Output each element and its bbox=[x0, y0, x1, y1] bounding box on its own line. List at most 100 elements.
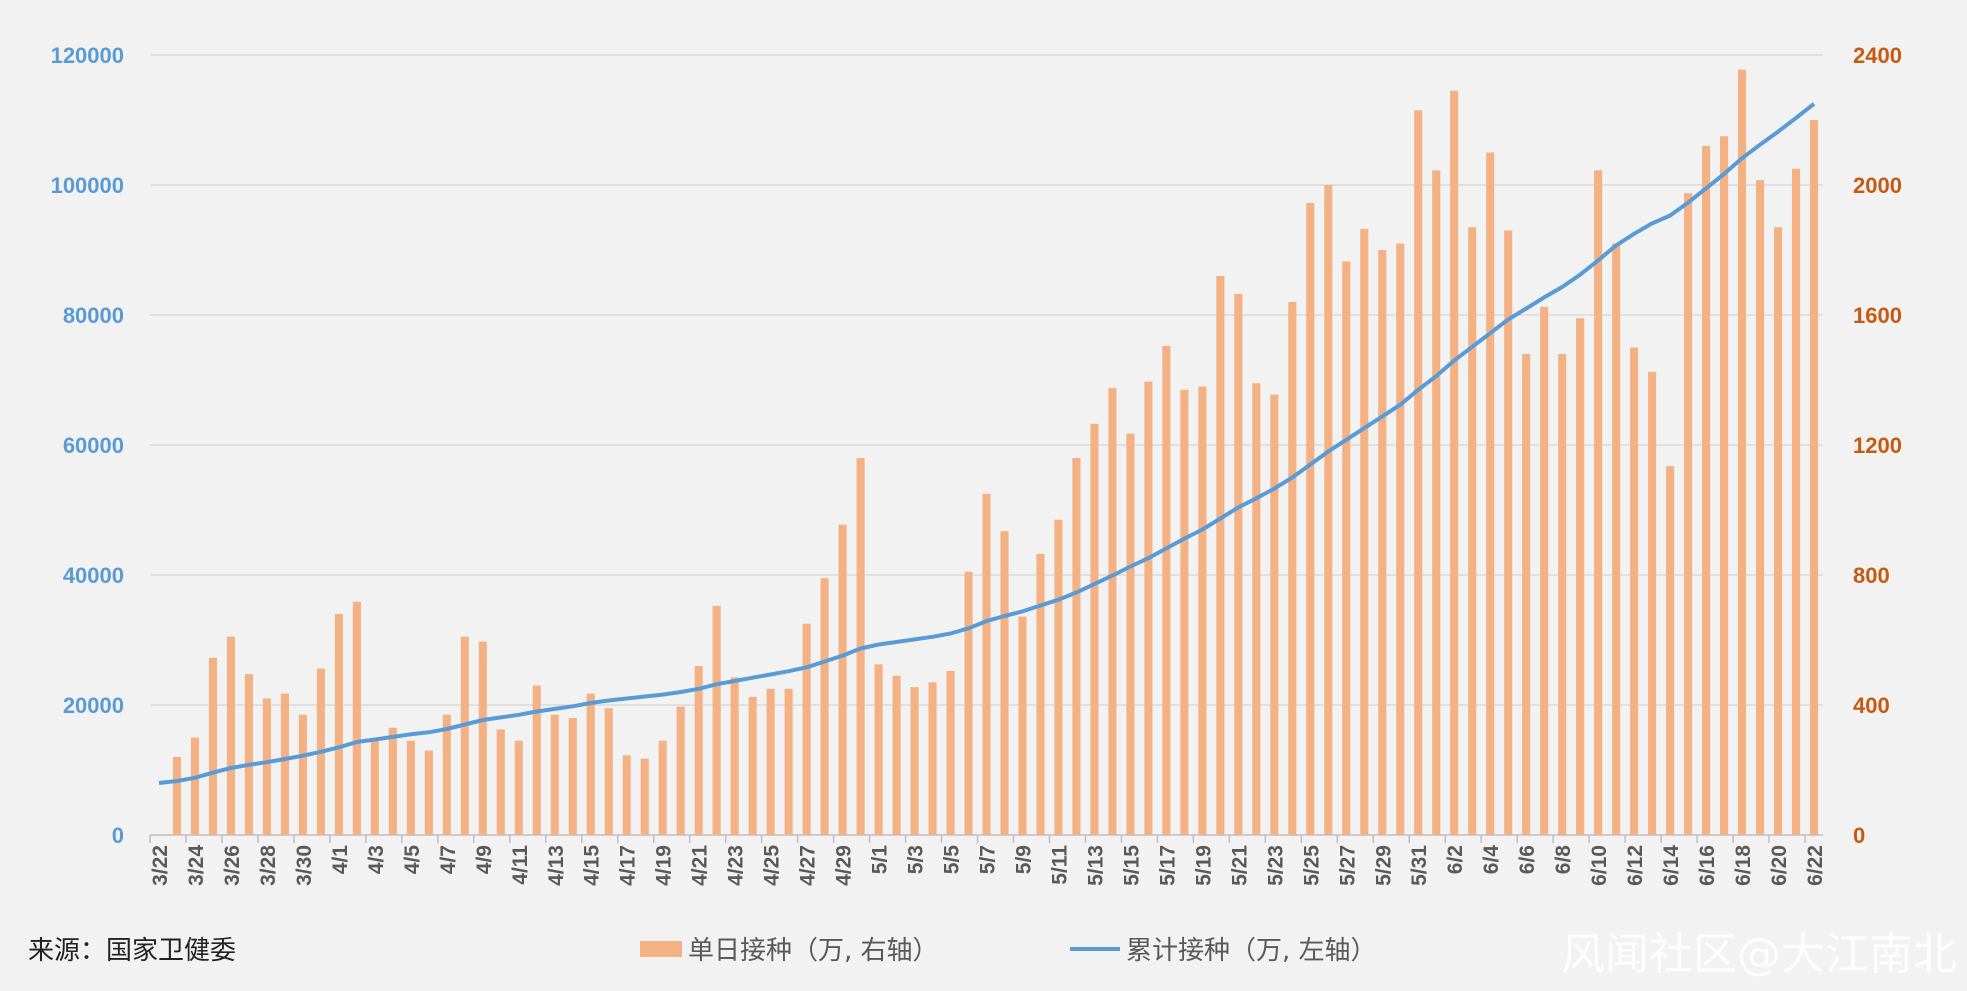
daily-bar bbox=[1773, 227, 1783, 835]
y-right-tick-label: 2400 bbox=[1853, 43, 1902, 68]
source-note: 来源：国家卫健委 bbox=[28, 936, 237, 966]
x-tick-label: 5/7 bbox=[977, 845, 1000, 874]
daily-bar bbox=[910, 687, 919, 835]
legend-line-entry: 累计接种（万, 左轴） bbox=[1070, 930, 1377, 967]
daily-bar bbox=[1324, 185, 1333, 835]
daily-bar bbox=[208, 657, 218, 835]
daily-bar bbox=[1522, 354, 1531, 835]
y-right-tick-label: 2000 bbox=[1853, 173, 1902, 198]
x-tick-label: 3/22 bbox=[149, 845, 172, 886]
daily-bar bbox=[640, 758, 649, 835]
daily-bar bbox=[622, 755, 631, 835]
daily-bar bbox=[784, 688, 793, 835]
daily-bar bbox=[730, 677, 739, 835]
x-tick-label: 5/31 bbox=[1408, 845, 1431, 886]
daily-bar bbox=[190, 737, 200, 835]
daily-bar bbox=[1342, 261, 1351, 835]
daily-bar bbox=[892, 675, 901, 835]
daily-bar bbox=[946, 670, 955, 835]
axes: 0 20000 40000 60000 80000 100000 120000 0 400 800… bbox=[51, 43, 1902, 886]
daily-bar bbox=[1450, 90, 1459, 835]
x-tick-label: 4/11 bbox=[509, 845, 532, 885]
x-tick-label: 5/17 bbox=[1156, 845, 1179, 886]
y-right-tick-label: 1200 bbox=[1853, 433, 1902, 458]
x-tick-label: 4/21 bbox=[689, 845, 712, 886]
daily-bar bbox=[1144, 381, 1153, 835]
daily-bar bbox=[514, 740, 523, 835]
daily-bar bbox=[748, 696, 757, 835]
daily-bar bbox=[964, 571, 973, 835]
x-tick-label: 5/21 bbox=[1228, 845, 1251, 886]
daily-bar bbox=[1108, 388, 1117, 835]
daily-bar bbox=[928, 682, 937, 835]
daily-bar bbox=[1360, 228, 1369, 835]
daily-bar bbox=[1072, 458, 1081, 835]
daily-bar bbox=[1702, 146, 1711, 835]
daily-bar bbox=[1594, 170, 1603, 835]
x-tick-label: 4/1 bbox=[329, 845, 352, 875]
x-tick-label: 5/23 bbox=[1264, 845, 1287, 886]
daily-bar bbox=[352, 601, 361, 835]
daily-bar bbox=[1126, 433, 1135, 835]
y-left-tick-label: 120000 bbox=[51, 43, 124, 68]
x-tick-label: 3/28 bbox=[257, 845, 280, 886]
daily-bar bbox=[1809, 120, 1819, 835]
daily-bar bbox=[874, 664, 883, 835]
daily-bar bbox=[1666, 466, 1675, 835]
x-tick-label: 6/20 bbox=[1768, 845, 1791, 886]
daily-bar bbox=[586, 693, 595, 835]
daily-bar bbox=[1486, 152, 1495, 835]
daily-bar bbox=[370, 740, 379, 835]
daily-bar bbox=[298, 714, 307, 835]
daily-bar bbox=[1414, 110, 1423, 835]
daily-bar bbox=[1054, 519, 1063, 835]
daily-bar bbox=[460, 636, 469, 835]
daily-bar bbox=[244, 674, 253, 835]
daily-bar bbox=[712, 605, 721, 835]
cumulative-line-path bbox=[158, 102, 1816, 785]
daily-bar bbox=[1378, 250, 1387, 835]
y-left-tick-label: 0 bbox=[112, 823, 124, 848]
x-tick-label: 5/3 bbox=[905, 845, 928, 874]
daily-bar bbox=[1648, 371, 1657, 835]
daily-bar bbox=[1288, 302, 1297, 835]
x-tick-label: 6/8 bbox=[1552, 845, 1575, 875]
daily-bar bbox=[280, 693, 289, 835]
daily-bar bbox=[1791, 168, 1801, 835]
daily-bar bbox=[1432, 170, 1441, 835]
daily-bar bbox=[1018, 616, 1027, 835]
daily-bar bbox=[1630, 347, 1639, 835]
y-left-tick-label: 60000 bbox=[63, 433, 124, 458]
x-tick-label: 4/17 bbox=[617, 845, 640, 886]
daily-bar bbox=[1306, 202, 1315, 835]
daily-bar bbox=[1198, 386, 1207, 835]
cumulative-line bbox=[158, 102, 1816, 785]
x-tick-label: 4/27 bbox=[797, 845, 820, 886]
x-tick-label: 5/5 bbox=[941, 845, 964, 875]
legend-line-label: 累计接种（万, 左轴） bbox=[1126, 936, 1377, 966]
x-tick-label: 6/22 bbox=[1804, 845, 1827, 886]
x-tick-label: 5/29 bbox=[1372, 845, 1395, 886]
daily-bar bbox=[262, 698, 271, 835]
daily-bar bbox=[1396, 243, 1405, 835]
daily-bar bbox=[1162, 345, 1171, 835]
x-tick-label: 6/2 bbox=[1444, 845, 1467, 874]
daily-bar bbox=[1504, 230, 1513, 835]
daily-bar bbox=[820, 578, 829, 835]
x-tick-label: 4/23 bbox=[725, 845, 748, 886]
watermark: 风闻社区@大江南北 bbox=[1561, 929, 1957, 980]
daily-bar bbox=[694, 666, 703, 835]
daily-bar bbox=[1468, 227, 1477, 835]
daily-bar bbox=[568, 718, 577, 835]
daily-bar bbox=[802, 623, 811, 835]
daily-bar bbox=[1036, 553, 1045, 835]
daily-bar bbox=[442, 714, 451, 835]
daily-bar bbox=[1720, 136, 1729, 835]
x-tick-label: 5/1 bbox=[869, 845, 892, 875]
daily-bar bbox=[676, 706, 685, 835]
x-tick-label: 5/15 bbox=[1120, 845, 1143, 886]
y-right-tick-label: 0 bbox=[1853, 823, 1865, 848]
x-tick-label: 6/4 bbox=[1480, 845, 1503, 875]
daily-bar bbox=[1234, 293, 1243, 835]
daily-bar bbox=[1738, 69, 1747, 835]
